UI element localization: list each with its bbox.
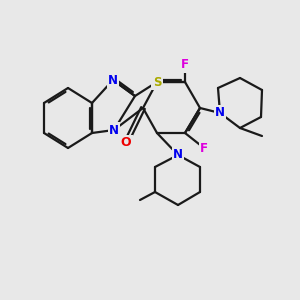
Text: F: F [200, 142, 208, 154]
Text: N: N [215, 106, 225, 119]
Text: N: N [109, 124, 119, 136]
Text: S: S [153, 76, 161, 88]
Text: F: F [181, 58, 189, 71]
Text: O: O [121, 136, 131, 149]
Text: N: N [108, 74, 118, 86]
Text: N: N [173, 148, 183, 161]
